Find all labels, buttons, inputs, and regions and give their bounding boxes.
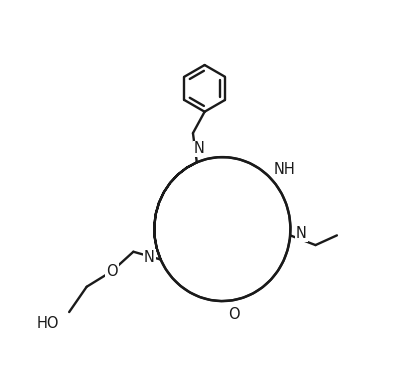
Text: NH: NH: [273, 162, 295, 177]
Text: HO: HO: [37, 316, 59, 331]
Text: O: O: [106, 264, 118, 279]
Text: N: N: [144, 250, 155, 265]
Text: O: O: [228, 307, 240, 322]
Text: N: N: [193, 142, 204, 156]
Text: N: N: [296, 226, 307, 241]
